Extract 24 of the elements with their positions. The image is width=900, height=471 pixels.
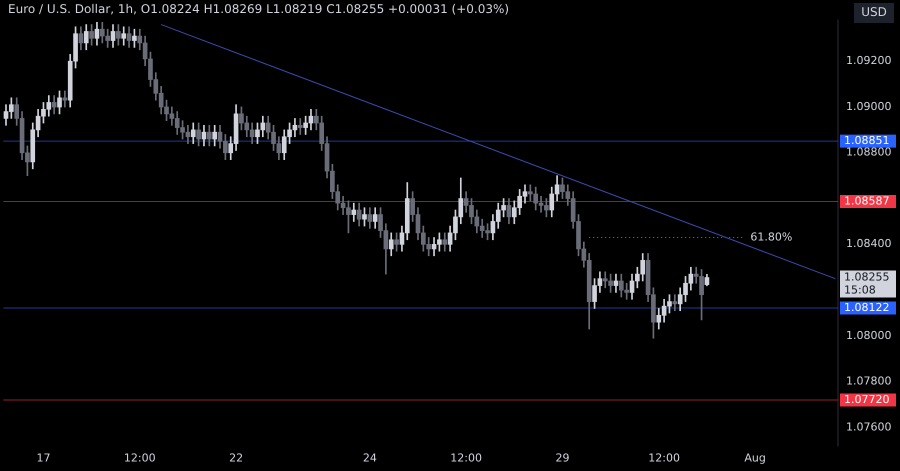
x-tick-label: Aug bbox=[744, 451, 766, 464]
ref-line-label: 1.08122 bbox=[844, 300, 890, 314]
x-tick-label: 12:00 bbox=[648, 451, 680, 464]
x-tick-label: 12:00 bbox=[450, 451, 482, 464]
ref-line-label: 1.08587 bbox=[844, 194, 890, 208]
ref-line-label: 1.07720 bbox=[844, 392, 890, 406]
ref-line-label: 1.08851 bbox=[844, 134, 890, 147]
y-tick-label: 1.07800 bbox=[846, 374, 892, 388]
series-label: 61.80% bbox=[750, 230, 792, 244]
chart-title: Euro / U.S. Dollar, 1h, O1.08224 H1.08269 L1.08219 C1.08255 +0.00031 (+0.03%) bbox=[8, 2, 510, 16]
y-tick-label: 1.08800 bbox=[846, 146, 892, 159]
y-tick-label: 1.08000 bbox=[846, 328, 892, 342]
y-tick-label: 1.07600 bbox=[846, 420, 892, 434]
y-tick-label: 1.09000 bbox=[846, 100, 892, 113]
x-tick-label: 24 bbox=[362, 451, 377, 464]
text: USD bbox=[861, 5, 887, 20]
text: 1.08255 bbox=[844, 270, 890, 284]
y-tick-label: 1.08400 bbox=[846, 237, 892, 250]
y-tick-label: 1.09200 bbox=[846, 54, 892, 68]
x-tick-label: 22 bbox=[229, 451, 244, 464]
x-tick-label: 12:00 bbox=[124, 451, 156, 464]
text: 15:08 bbox=[844, 283, 876, 296]
x-tick-label: 17 bbox=[36, 451, 50, 464]
x-tick-label: 29 bbox=[555, 451, 570, 464]
